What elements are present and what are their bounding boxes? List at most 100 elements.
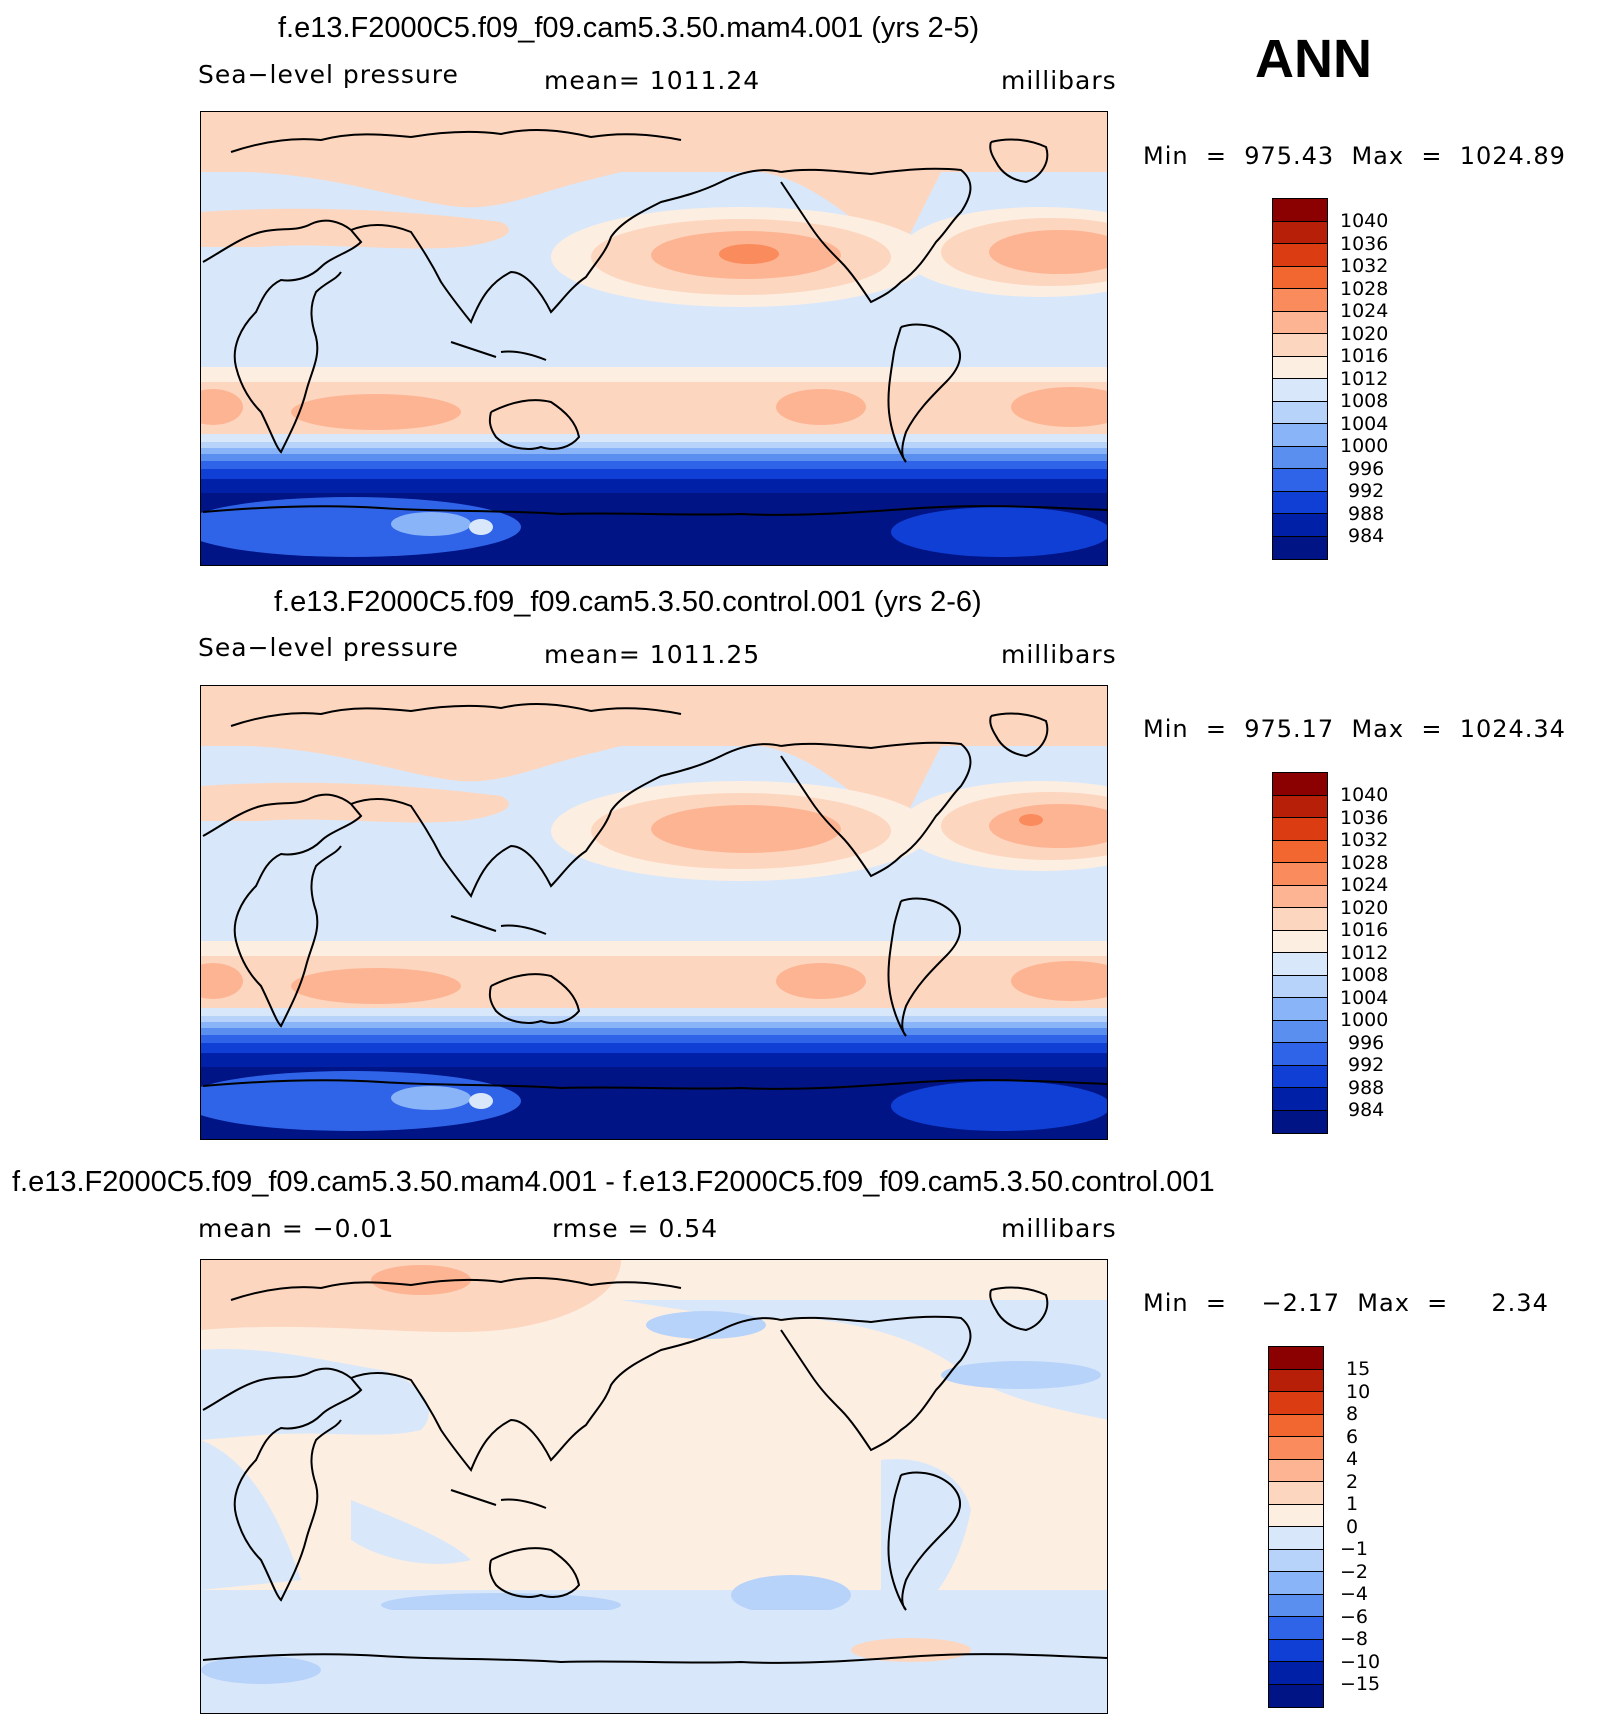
colorbar-tick-label: 1032: [1340, 255, 1389, 277]
colorbar-tick-label: 1024: [1340, 874, 1389, 896]
panel-1-mean: mean= 1011.24: [544, 66, 761, 95]
panel-1-variable: Sea−level pressure: [198, 60, 459, 89]
panel-3-colorbar: [1268, 1346, 1324, 1708]
colorbar-tick-label: 1004: [1340, 412, 1389, 435]
colorbar-swatch: [1269, 1594, 1323, 1617]
colorbar-swatch: [1269, 1662, 1323, 1685]
colorbar-swatch: [1273, 863, 1327, 886]
colorbar-swatch: [1269, 1369, 1323, 1392]
colorbar-swatch: [1269, 1347, 1323, 1370]
colorbar-tick-label: 1012: [1340, 367, 1389, 390]
colorbar-swatch: [1269, 1684, 1323, 1707]
colorbar-tick-label: 4: [1346, 1448, 1359, 1470]
colorbar-swatch: [1273, 311, 1327, 334]
panel-1-map: [200, 111, 1108, 566]
panel-3-rmse: rmse = 0.54: [552, 1214, 719, 1243]
colorbar-swatch: [1273, 536, 1327, 559]
colorbar-tick-label: 1028: [1340, 277, 1389, 300]
colorbar-swatch: [1273, 424, 1327, 447]
colorbar-tick-label: 1004: [1340, 986, 1389, 1009]
coastlines: [202, 129, 1107, 516]
panel-3-minmax: Min = −2.17 Max = 2.34: [1143, 1289, 1549, 1317]
contour-field: [201, 112, 1107, 565]
coastlines: [202, 703, 1107, 1090]
panel-2-title: f.e13.F2000C5.f09_f09.cam5.3.50.control.…: [274, 586, 982, 618]
colorbar-tick-label: 1020: [1340, 322, 1389, 345]
colorbar-tick-label: 984: [1348, 1099, 1385, 1121]
colorbar-tick-label: 1036: [1340, 232, 1389, 255]
colorbar-tick-label: 6: [1346, 1425, 1359, 1448]
colorbar-swatch: [1273, 885, 1327, 908]
colorbar-tick-label: 992: [1348, 1054, 1385, 1076]
colorbar-swatch: [1269, 1392, 1323, 1415]
colorbar-tick-label: 1: [1346, 1493, 1359, 1515]
colorbar-tick-label: −4: [1340, 1583, 1369, 1605]
contour-field: [201, 1260, 1107, 1713]
colorbar-tick-label: 8: [1346, 1403, 1359, 1425]
panel-2-map: [200, 685, 1108, 1140]
colorbar-swatch: [1269, 1549, 1323, 1572]
colorbar-tick-label: 1040: [1340, 210, 1389, 232]
colorbar-tick-label: 0: [1346, 1515, 1359, 1538]
colorbar-swatch: [1273, 491, 1327, 514]
colorbar-tick-label: 988: [1348, 502, 1385, 525]
coastlines: [202, 1277, 1107, 1664]
panel-1-units: millibars: [1001, 66, 1117, 95]
colorbar-tick-label: 1024: [1340, 300, 1389, 322]
contour-field: [201, 686, 1107, 1139]
colorbar-swatch: [1269, 1639, 1323, 1662]
panel-2-variable: Sea−level pressure: [198, 633, 459, 662]
colorbar-swatch: [1273, 356, 1327, 379]
panel-2-units: millibars: [1001, 640, 1117, 669]
colorbar-swatch: [1273, 1043, 1327, 1066]
colorbar-swatch: [1273, 1020, 1327, 1043]
colorbar-swatch: [1273, 1110, 1327, 1133]
colorbar-swatch: [1273, 289, 1327, 312]
panel-2-colorbar: [1272, 772, 1328, 1134]
colorbar-swatch: [1273, 930, 1327, 953]
colorbar-swatch: [1273, 401, 1327, 424]
colorbar-tick-label: 1016: [1340, 345, 1389, 367]
colorbar-tick-label: 996: [1348, 1031, 1385, 1054]
panel-1-minmax: Min = 975.43 Max = 1024.89: [1143, 142, 1566, 170]
colorbar-tick-label: 1008: [1340, 964, 1389, 986]
colorbar-tick-label: 1032: [1340, 829, 1389, 851]
colorbar-swatch: [1273, 975, 1327, 998]
colorbar-tick-label: 992: [1348, 480, 1385, 502]
colorbar-tick-label: 1036: [1340, 806, 1389, 829]
colorbar-swatch: [1269, 1482, 1323, 1505]
panel-1-title: f.e13.F2000C5.f09_f09.cam5.3.50.mam4.001…: [278, 12, 980, 44]
panel-1-colorbar: [1272, 198, 1328, 560]
colorbar-swatch: [1269, 1459, 1323, 1482]
colorbar-swatch: [1273, 1065, 1327, 1088]
colorbar-tick-label: 996: [1348, 457, 1385, 480]
colorbar-swatch: [1269, 1572, 1323, 1595]
colorbar-swatch: [1269, 1437, 1323, 1460]
colorbar-swatch: [1273, 266, 1327, 289]
panel-3-units: millibars: [1001, 1214, 1117, 1243]
panel-2-minmax: Min = 975.17 Max = 1024.34: [1143, 715, 1566, 743]
colorbar-tick-label: 1000: [1340, 435, 1389, 457]
colorbar-swatch: [1273, 446, 1327, 469]
colorbar-tick-label: 1000: [1340, 1009, 1389, 1031]
colorbar-tick-label: 1020: [1340, 896, 1389, 919]
colorbar-tick-label: −15: [1340, 1673, 1381, 1695]
colorbar-swatch: [1269, 1414, 1323, 1437]
colorbar-swatch: [1273, 379, 1327, 402]
colorbar-tick-label: 1012: [1340, 941, 1389, 964]
colorbar-swatch: [1273, 773, 1327, 796]
panel-2-mean: mean= 1011.25: [544, 640, 761, 669]
colorbar-swatch: [1269, 1527, 1323, 1550]
panel-3-mean: mean = −0.01: [198, 1214, 395, 1243]
panel-3-title: f.e13.F2000C5.f09_f09.cam5.3.50.mam4.001…: [12, 1166, 1215, 1198]
colorbar-tick-label: 1028: [1340, 851, 1389, 874]
colorbar-tick-label: 1008: [1340, 390, 1389, 412]
colorbar-tick-label: −2: [1340, 1560, 1369, 1583]
colorbar-swatch: [1273, 840, 1327, 863]
panel-3-map: [200, 1259, 1108, 1714]
colorbar-swatch: [1273, 908, 1327, 931]
colorbar-swatch: [1273, 244, 1327, 267]
colorbar-tick-label: −8: [1340, 1628, 1369, 1650]
colorbar-tick-label: 988: [1348, 1076, 1385, 1099]
colorbar-tick-label: 984: [1348, 525, 1385, 547]
